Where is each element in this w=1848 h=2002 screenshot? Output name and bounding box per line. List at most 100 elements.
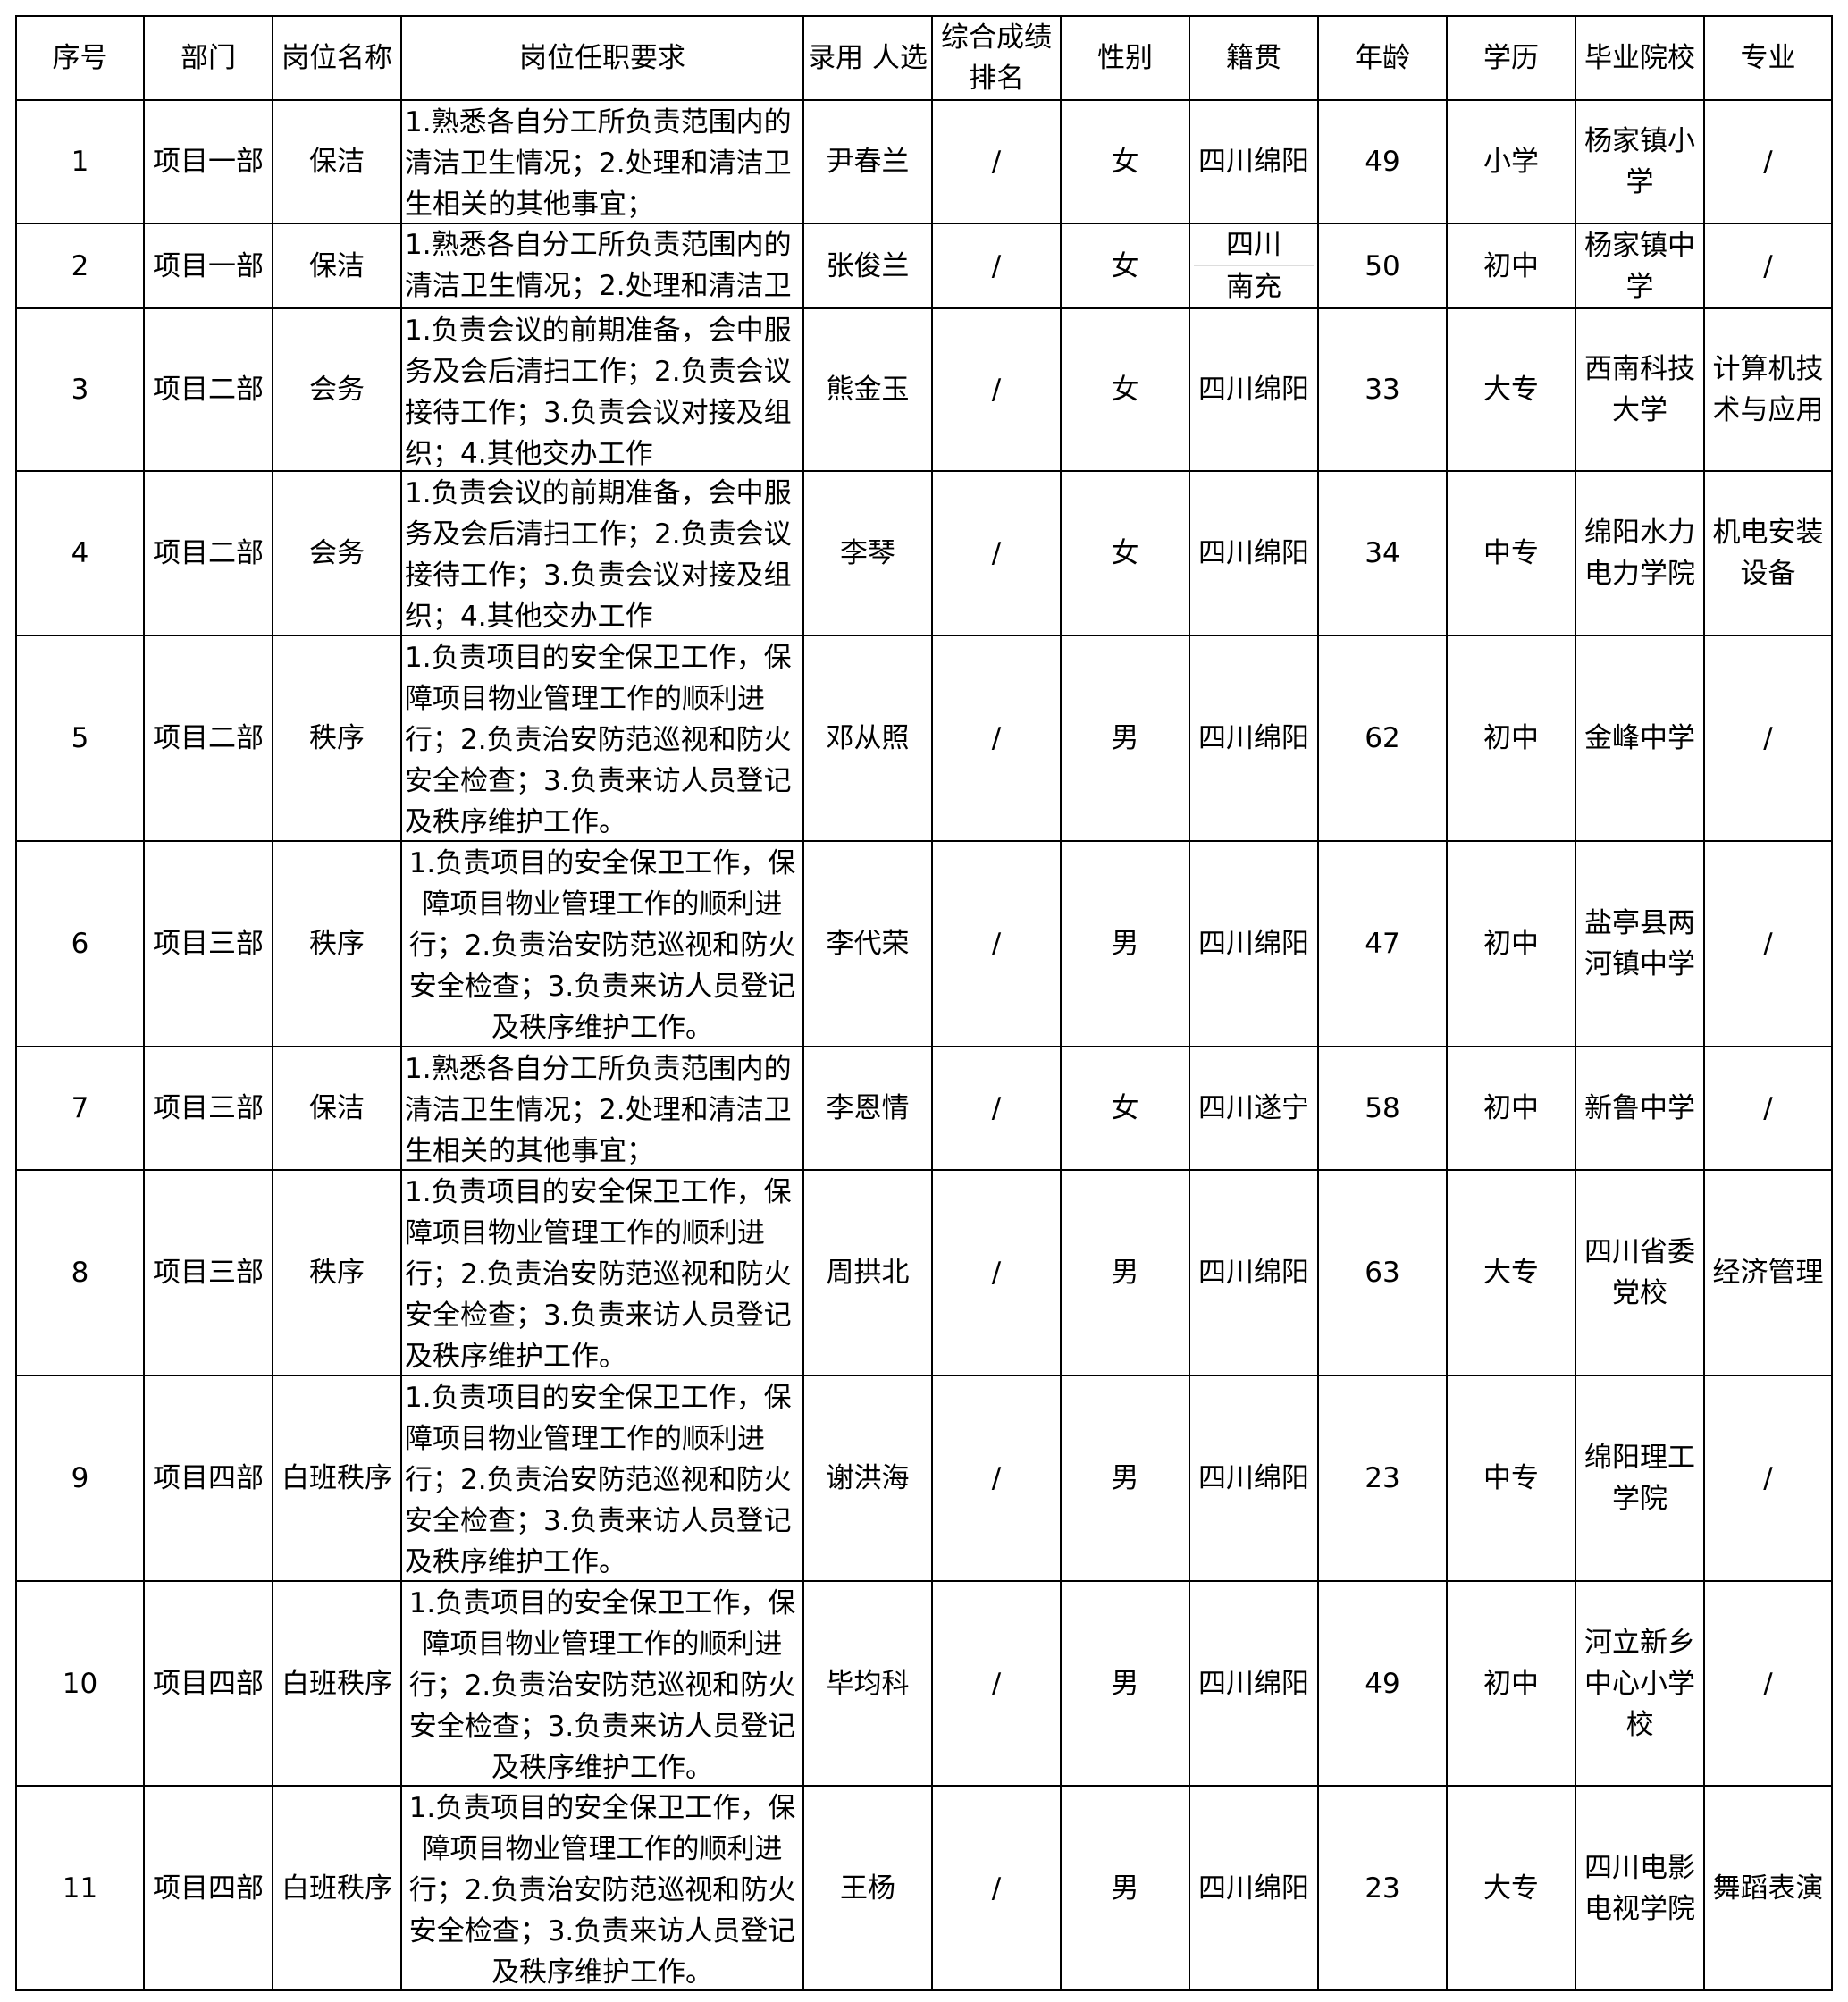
requirements-text: 1.负责会议的前期准备，会中服务及会后清扫工作；2.负责会议接待工作；3.负责会… [405,477,792,633]
cell-age: 23 [1317,1785,1448,1991]
cell-school: 杨家镇中学 [1575,223,1705,309]
cell-post: 秩序 [272,840,402,1047]
cell-post: 保洁 [272,223,402,309]
header-origin: 籍贯 [1189,15,1319,101]
cell-rank: / [931,470,1062,636]
table-row: 9 项目四部 白班秩序 1.负责项目的安全保卫工作，保障项目物业管理工作的顺利进行；2… [15,1375,1833,1582]
cell-requirements: 1.负责项目的安全保卫工作，保障项目物业管理工作的顺利进行；2.负责治安防范巡视… [400,840,804,1047]
cell-major: / [1703,223,1833,309]
cell-major: 机电安装设备 [1703,470,1833,636]
cell-age: 47 [1317,840,1448,1047]
requirements-text: 1.熟悉各自分工所负责范围内的清洁卫生情况；2.处理和清洁卫生相关的其他事宜； [405,1053,792,1167]
cell-age: 63 [1317,1169,1448,1376]
requirements-text: 1.负责项目的安全保卫工作，保障项目物业管理工作的顺利进行；2.负责治安防范巡视… [408,1792,796,1989]
cell-rank: / [931,307,1062,472]
cell-post: 会务 [272,470,402,636]
cell-hired-person: 周拱北 [802,1169,933,1376]
cell-origin: 四川遂宁 [1189,1046,1319,1171]
cell-department: 项目二部 [143,635,273,842]
cell-requirements: 1.负责会议的前期准备，会中服务及会后清扫工作；2.负责会议接待工作；3.负责会… [400,470,804,636]
cell-age: 58 [1317,1046,1448,1171]
cell-gender: 男 [1060,1375,1190,1582]
cell-education: 小学 [1446,99,1576,224]
cell-school: 新鲁中学 [1575,1046,1705,1171]
cell-hired-person: 尹春兰 [802,99,933,224]
header-school: 毕业院校 [1575,15,1705,101]
table-row: 6 项目三部 秩序 1.负责项目的安全保卫工作，保障项目物业管理工作的顺利进行；2.负… [15,840,1833,1047]
table-row: 5 项目二部 秩序 1.负责项目的安全保卫工作，保障项目物业管理工作的顺利进行；2.负… [15,635,1833,842]
cell-major: / [1703,1375,1833,1582]
cell-requirements: 1.负责会议的前期准备，会中服务及会后清扫工作；2.负责会议接待工作；3.负责会… [400,307,804,472]
cell-department: 项目一部 [143,99,273,224]
cell-department: 项目三部 [143,1169,273,1376]
cell-no: 11 [15,1785,145,1991]
requirements-text: 1.熟悉各自分工所负责范围内的清洁卫生情况；2.处理和清洁卫生相关的其他事宜； [405,106,792,221]
cell-age: 34 [1317,470,1448,636]
requirements-text: 1.负责会议的前期准备，会中服务及会后清扫工作；2.负责会议接待工作；3.负责会… [405,315,792,469]
requirements-text: 1.负责项目的安全保卫工作，保障项目物业管理工作的顺利进行；2.负责治安防范巡视… [405,1176,792,1373]
cell-major: / [1703,635,1833,842]
header-major: 专业 [1703,15,1833,101]
cell-age: 49 [1317,1580,1448,1787]
cell-origin: 四川绵阳 [1189,635,1319,842]
cell-rank: / [931,1046,1062,1171]
cell-education: 初中 [1446,840,1576,1047]
cell-education: 大专 [1446,1785,1576,1991]
cell-no: 9 [15,1375,145,1582]
cell-gender: 男 [1060,1580,1190,1787]
cell-origin: 四川绵阳 [1189,307,1319,472]
cell-school: 绵阳理工学院 [1575,1375,1705,1582]
cell-requirements: 1.负责项目的安全保卫工作，保障项目物业管理工作的顺利进行；2.负责治安防范巡视… [400,635,804,842]
cell-department: 项目三部 [143,1046,273,1171]
cell-post: 会务 [272,307,402,472]
header-requirements: 岗位任职要求 [400,15,804,101]
cell-post: 保洁 [272,1046,402,1171]
cell-requirements: 1.熟悉各自分工所负责范围内的清洁卫生情况；2.处理和清洁卫生相关的其他事宜； [400,99,804,224]
table-row: 4 项目二部 会务 1.负责会议的前期准备，会中服务及会后清扫工作；2.负责会议接待工… [15,470,1833,636]
cell-department: 项目四部 [143,1785,273,1991]
header-department: 部门 [143,15,273,101]
cell-age: 49 [1317,99,1448,224]
cell-education: 初中 [1446,223,1576,309]
cell-major: / [1703,1046,1833,1171]
requirements-text: 1.负责项目的安全保卫工作，保障项目物业管理工作的顺利进行；2.负责治安防范巡视… [405,642,792,838]
cell-department: 项目二部 [143,470,273,636]
cell-rank: / [931,1580,1062,1787]
cell-hired-person: 毕均科 [802,1580,933,1787]
cell-hired-person: 李琴 [802,470,933,636]
origin-line: 南充 [1226,271,1281,303]
cell-no: 5 [15,635,145,842]
cell-origin: 四川绵阳 [1189,470,1319,636]
cell-no: 6 [15,840,145,1047]
cell-hired-person: 李恩情 [802,1046,933,1171]
cell-post: 保洁 [272,99,402,224]
table-row: 7 项目三部 保洁 1.熟悉各自分工所负责范围内的清洁卫生情况；2.处理和清洁卫生相关… [15,1046,1833,1171]
cell-rank: / [931,1375,1062,1582]
cell-gender: 女 [1060,223,1190,309]
cell-age: 62 [1317,635,1448,842]
cell-origin: 四川绵阳 [1189,1580,1319,1787]
cell-hired-person: 邓从照 [802,635,933,842]
cell-origin: 四川绵阳 [1189,99,1319,224]
cell-post: 秩序 [272,1169,402,1376]
cell-school: 绵阳水力电力学院 [1575,470,1705,636]
cell-no: 3 [15,307,145,472]
cell-rank: / [931,840,1062,1047]
cell-gender: 女 [1060,1046,1190,1171]
cell-gender: 女 [1060,99,1190,224]
requirements-text: 1.负责项目的安全保卫工作，保障项目物业管理工作的顺利进行；2.负责治安防范巡视… [405,1382,792,1578]
cell-department: 项目三部 [143,840,273,1047]
header-hired-person: 录用 人选 [802,15,933,101]
requirements-text: 1.负责项目的安全保卫工作，保障项目物业管理工作的顺利进行；2.负责治安防范巡视… [408,847,796,1044]
table-row: 2项目一部保洁1.熟悉各自分工所负责范围内的清洁卫生情况；2.处理和清洁卫生相关… [15,223,1833,309]
cell-gender: 男 [1060,1785,1190,1991]
cell-major: 舞蹈表演 [1703,1785,1833,1991]
header-gender: 性别 [1060,15,1190,101]
cell-department: 项目二部 [143,307,273,472]
cell-hired-person: 王杨 [802,1785,933,1991]
cell-major: 计算机技术与应用 [1703,307,1833,472]
table-row: 3 项目二部 会务 1.负责会议的前期准备，会中服务及会后清扫工作；2.负责会议接待工… [15,307,1833,472]
cell-no: 10 [15,1580,145,1787]
cell-rank: / [931,1169,1062,1376]
cell-major: / [1703,1580,1833,1787]
